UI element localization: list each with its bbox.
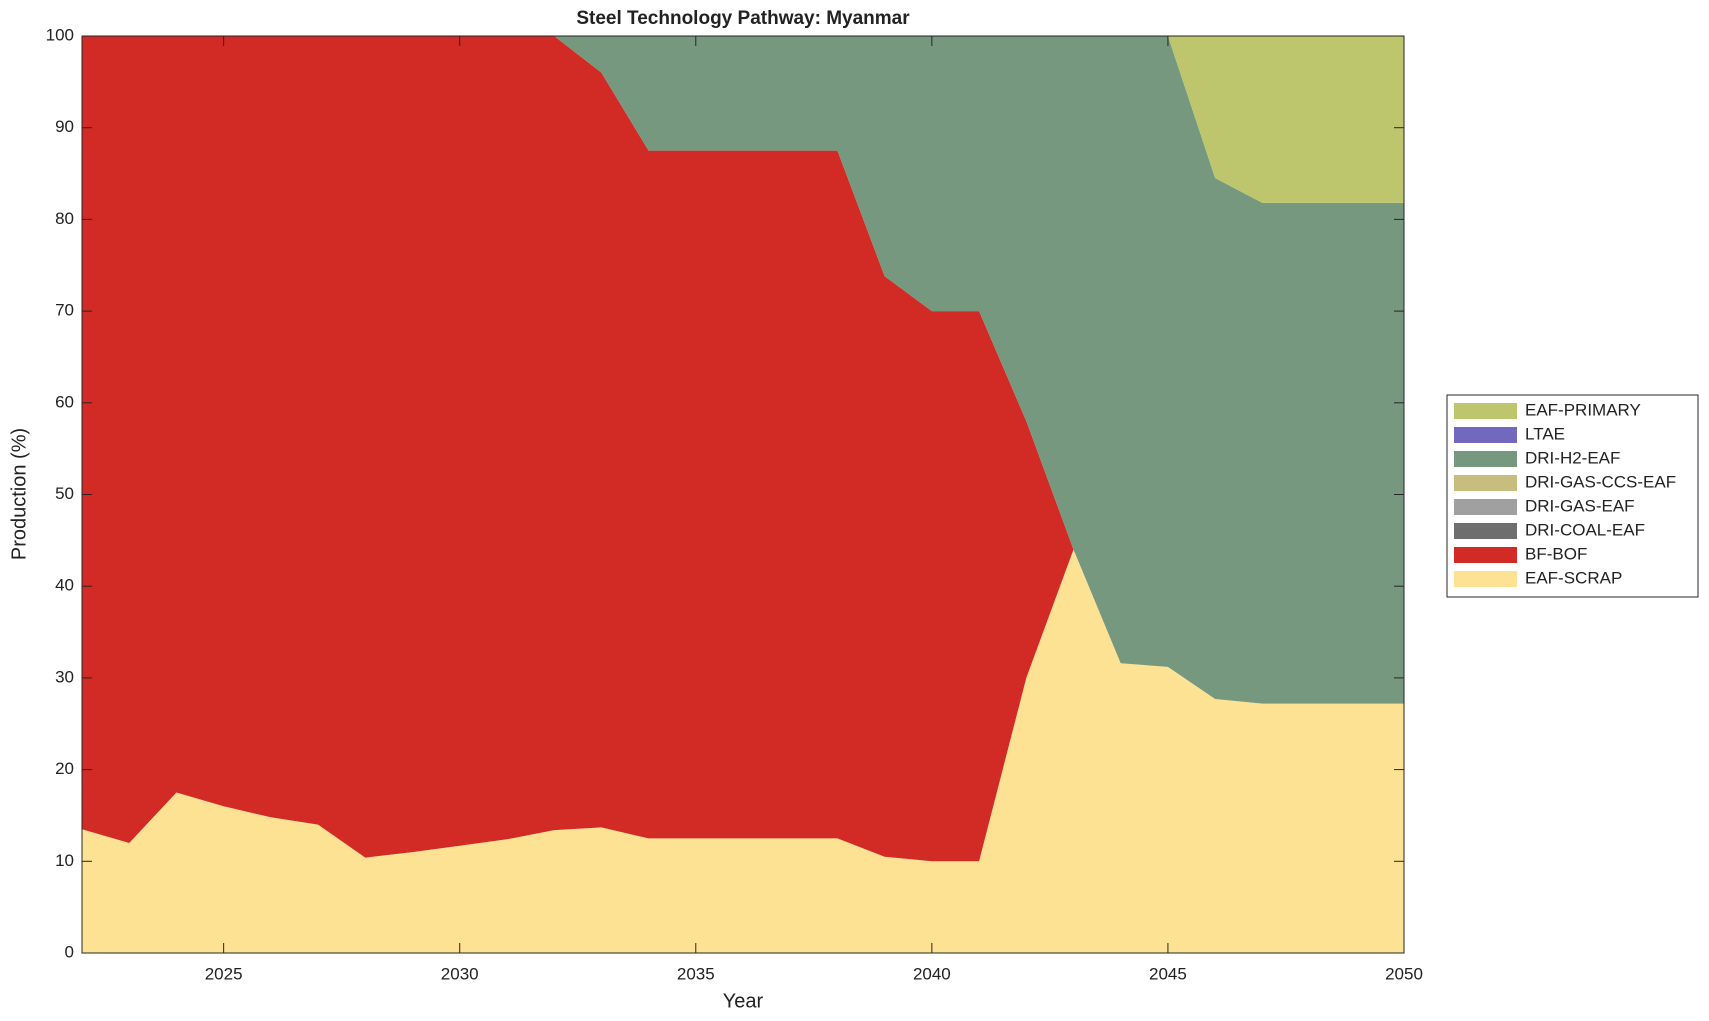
y-tick-label: 30 — [55, 667, 74, 686]
legend-label: DRI-H2-EAF — [1525, 448, 1620, 467]
legend-label: LTAE — [1525, 424, 1565, 443]
legend-label: DRI-COAL-EAF — [1525, 520, 1645, 539]
chart-title: Steel Technology Pathway: Myanmar — [576, 8, 910, 29]
legend-label: EAF-PRIMARY — [1525, 400, 1641, 419]
x-tick-label: 2045 — [1149, 964, 1187, 983]
y-tick-label: 70 — [55, 301, 74, 320]
legend-label: BF-BOF — [1525, 544, 1587, 563]
x-tick-label: 2030 — [441, 964, 479, 983]
y-tick-label: 100 — [46, 25, 74, 44]
x-axis-label: Year — [723, 990, 764, 1012]
x-tick-label: 2025 — [205, 964, 243, 983]
legend-label: EAF-SCRAP — [1525, 568, 1622, 587]
legend-swatch — [1454, 499, 1517, 515]
y-tick-label: 20 — [55, 759, 74, 778]
legend-swatch — [1454, 523, 1517, 539]
y-tick-label: 60 — [55, 392, 74, 411]
area — [82, 36, 1404, 704]
y-tick-label: 80 — [55, 209, 74, 228]
legend-label: DRI-GAS-CCS-EAF — [1525, 472, 1676, 491]
y-tick-label: 90 — [55, 117, 74, 136]
legend-swatch — [1454, 547, 1517, 563]
legend-swatch — [1454, 427, 1517, 443]
x-tick-label: 2050 — [1385, 964, 1423, 983]
y-tick-label: 10 — [55, 851, 74, 870]
legend-label: DRI-GAS-EAF — [1525, 496, 1635, 515]
y-axis-label: Production (%) — [8, 428, 30, 560]
y-tick-label: 0 — [65, 942, 74, 961]
legend-swatch — [1454, 475, 1517, 491]
y-tick-label: 40 — [55, 576, 74, 595]
x-tick-label: 2035 — [677, 964, 715, 983]
area — [82, 36, 1404, 862]
legend-swatch — [1454, 451, 1517, 467]
y-tick-label: 50 — [55, 484, 74, 503]
area — [82, 36, 1404, 203]
legend-swatch — [1454, 403, 1517, 419]
x-tick-label: 2040 — [913, 964, 951, 983]
legend-swatch — [1454, 571, 1517, 587]
